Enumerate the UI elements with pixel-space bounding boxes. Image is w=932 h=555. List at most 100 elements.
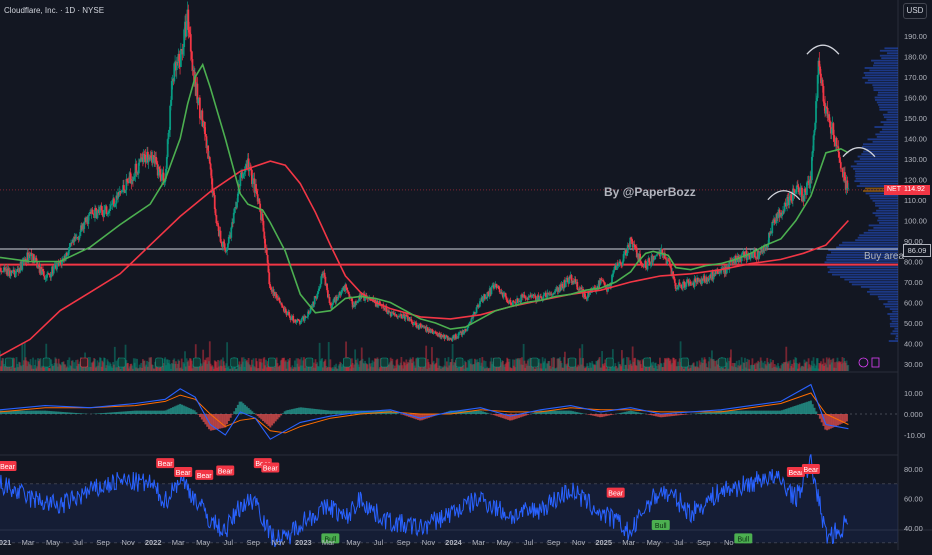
macd-histogram-bar — [673, 414, 675, 416]
macd-axis-tick: 0.000 — [904, 410, 923, 419]
macd-histogram-bar — [53, 411, 55, 414]
bear-signal-text: Bear — [608, 491, 623, 498]
volume-profile-bar — [865, 67, 898, 69]
macd-histogram-bar — [244, 405, 246, 414]
macd-histogram-bar — [523, 414, 525, 416]
macd-histogram-bar — [122, 412, 124, 414]
macd-histogram-bar — [594, 414, 596, 416]
macd-histogram-bar — [826, 414, 828, 430]
volume-profile-bar — [862, 77, 898, 79]
macd-histogram-bar — [675, 414, 677, 416]
macd-histogram-bar — [35, 411, 37, 414]
macd-histogram-bar — [194, 410, 196, 414]
macd-histogram-bar — [302, 408, 304, 414]
macd-histogram-bar — [161, 411, 163, 414]
macd-histogram-bar — [668, 414, 670, 416]
macd-histogram-bar — [651, 414, 653, 415]
time-axis-tick: Sep — [247, 538, 260, 547]
time-axis-tick: 2022 — [145, 538, 162, 547]
volume-profile-bar — [872, 84, 898, 86]
volume-profile-bar — [873, 227, 898, 229]
macd-histogram-bar — [98, 413, 100, 414]
macd-histogram-bar — [815, 411, 817, 414]
macd-histogram-bar — [262, 414, 264, 421]
time-axis-tick: 2021 — [0, 538, 11, 547]
macd-histogram-bar — [181, 405, 183, 414]
volume-profile-bar — [861, 286, 898, 288]
macd-histogram-bar — [768, 411, 770, 414]
candle-body — [680, 285, 682, 288]
macd-histogram-bar — [246, 406, 248, 414]
macd-histogram-bar — [114, 412, 116, 414]
time-axis-tick: Jul — [374, 538, 384, 547]
volume-profile-bar — [879, 109, 898, 111]
macd-histogram-bar — [814, 408, 816, 414]
price-axis-tick: 130.00 — [904, 155, 927, 164]
volume-profile-bar — [888, 301, 898, 303]
volume-profile-bar — [890, 316, 898, 318]
volume-profile-bar — [842, 242, 898, 244]
volume-profile-bar — [875, 202, 898, 204]
macd-histogram-bar — [758, 411, 760, 414]
macd-histogram-bar — [486, 413, 488, 414]
macd-histogram-bar — [293, 409, 295, 414]
macd-histogram-bar — [199, 414, 201, 417]
candle-body — [823, 86, 825, 101]
price-axis-tick: 80.00 — [904, 258, 923, 267]
macd-histogram-bar — [608, 414, 610, 415]
macd-histogram-bar — [309, 408, 311, 414]
macd-histogram-bar — [258, 414, 260, 418]
time-axis-tick: Jul — [223, 538, 233, 547]
candle-body — [781, 215, 783, 216]
macd-histogram-bar — [650, 414, 652, 415]
volume-profile-bar — [870, 288, 898, 290]
macd-histogram-bar — [221, 414, 223, 428]
macd-histogram-bar — [669, 414, 671, 416]
macd-histogram-bar — [806, 402, 808, 414]
macd-histogram-bar — [104, 413, 106, 414]
bear-signal-text: Bear — [0, 464, 15, 471]
price-axis-tick: 110.00 — [904, 196, 926, 205]
macd-histogram-bar — [278, 414, 280, 417]
price-axis-tick: 100.00 — [904, 217, 927, 226]
macd-histogram-bar — [96, 413, 98, 414]
earnings-marker — [193, 358, 200, 367]
volume-profile-bar — [878, 104, 898, 106]
macd-histogram-bar — [684, 414, 686, 415]
macd-histogram-bar — [682, 414, 684, 415]
macd-histogram-bar — [109, 413, 111, 414]
macd-histogram-bar — [75, 413, 77, 414]
volume-profile-bar — [878, 92, 898, 94]
macd-histogram-bar — [574, 412, 576, 414]
volume-profile-bar — [854, 161, 898, 163]
macd-histogram-bar — [267, 414, 269, 426]
macd-histogram-bar — [732, 411, 734, 414]
macd-histogram-bar — [57, 412, 59, 414]
macd-histogram-bar — [118, 412, 120, 414]
macd-histogram-bar — [781, 410, 783, 414]
earnings-marker — [418, 358, 425, 367]
macd-histogram-bar — [812, 404, 814, 414]
macd-histogram-bar — [397, 413, 399, 414]
time-axis-tick: Jul — [73, 538, 83, 547]
volume-profile-bar — [863, 143, 898, 145]
earnings-marker — [456, 358, 463, 367]
candle-body — [482, 296, 484, 302]
macd-histogram-bar — [745, 411, 747, 414]
time-axis-tick: Jul — [524, 538, 534, 547]
macd-histogram-bar — [477, 411, 479, 414]
macd-histogram-bar — [320, 410, 322, 414]
macd-histogram-bar — [296, 408, 298, 414]
time-axis-tick: May — [647, 538, 661, 547]
price-axis-tick: 180.00 — [904, 53, 927, 62]
macd-histogram-bar — [55, 411, 57, 414]
macd-histogram-bar — [289, 410, 291, 414]
macd-histogram-bar — [197, 414, 199, 415]
volume-profile-bar — [883, 303, 898, 305]
currency-button[interactable]: USD — [903, 3, 927, 19]
volume-profile-bar — [836, 247, 898, 249]
macd-histogram-bar — [626, 411, 628, 414]
price-axis-tick: 70.00 — [904, 278, 923, 287]
candle-body — [840, 162, 842, 168]
candle-body — [97, 210, 99, 218]
